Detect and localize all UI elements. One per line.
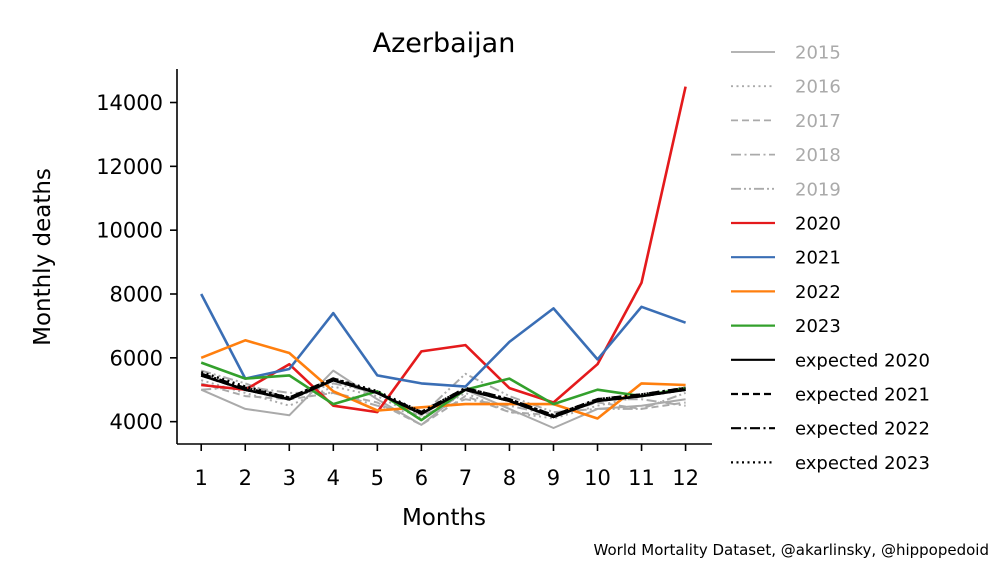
x-tick-label: 9 <box>547 466 560 490</box>
x-tick-label: 5 <box>371 466 384 490</box>
y-ticks: 4000 6000 8000 10000 12000 14000 <box>96 91 177 434</box>
legend-label: expected 2021 <box>795 385 930 406</box>
legend-label: 2018 <box>795 145 841 166</box>
series-line-expected-2023 <box>200 370 686 417</box>
legend-label: 2020 <box>795 214 841 235</box>
legend-label: 2023 <box>795 316 841 337</box>
y-tick-label: 10000 <box>96 219 163 243</box>
x-tick-label: 8 <box>503 466 516 490</box>
y-tick-label: 4000 <box>110 410 163 434</box>
y-tick-label: 14000 <box>96 91 163 115</box>
series-line-2021 <box>200 293 687 388</box>
legend-label: 2015 <box>795 43 841 64</box>
legend-label: 2017 <box>795 111 841 132</box>
legend-label: expected 2023 <box>795 453 930 474</box>
legend-label: 2022 <box>795 282 841 303</box>
x-tick-label: 10 <box>584 466 611 490</box>
series-line-expected-2021 <box>200 374 686 419</box>
y-axis-label: Monthly deaths <box>30 168 56 346</box>
y-tick-label: 6000 <box>110 346 163 370</box>
x-tick-label: 12 <box>672 466 699 490</box>
x-tick-label: 11 <box>628 466 655 490</box>
series-lines <box>200 86 687 429</box>
legend-label: expected 2020 <box>795 350 930 371</box>
source-credit: World Mortality Dataset, @akarlinsky, @h… <box>594 541 989 559</box>
x-tick-label: 3 <box>283 466 296 490</box>
legend-label: expected 2022 <box>795 419 930 440</box>
legend-label: 2019 <box>795 179 841 200</box>
x-ticks: 1 2 3 4 5 6 7 8 9 10 11 12 <box>195 444 699 490</box>
y-tick-label: 8000 <box>110 283 163 307</box>
chart-title: Azerbaijan <box>373 28 516 59</box>
x-tick-label: 4 <box>327 466 340 490</box>
legend-label: 2021 <box>795 248 841 269</box>
series-line-2023 <box>200 361 686 422</box>
x-tick-label: 2 <box>239 466 252 490</box>
y-tick-label: 12000 <box>96 155 163 179</box>
x-axis-label: Months <box>402 505 486 531</box>
x-tick-label: 7 <box>459 466 472 490</box>
legend-label: 2016 <box>795 77 841 98</box>
x-tick-label: 6 <box>415 466 428 490</box>
series-line-2019 <box>200 369 686 417</box>
series-line-2022 <box>200 338 686 420</box>
series-line-2020 <box>201 86 687 414</box>
legend: 2015 2016 2017 2018 2019 2020 2021 2022 2023 expe… <box>731 43 930 474</box>
x-tick-label: 1 <box>195 466 208 490</box>
